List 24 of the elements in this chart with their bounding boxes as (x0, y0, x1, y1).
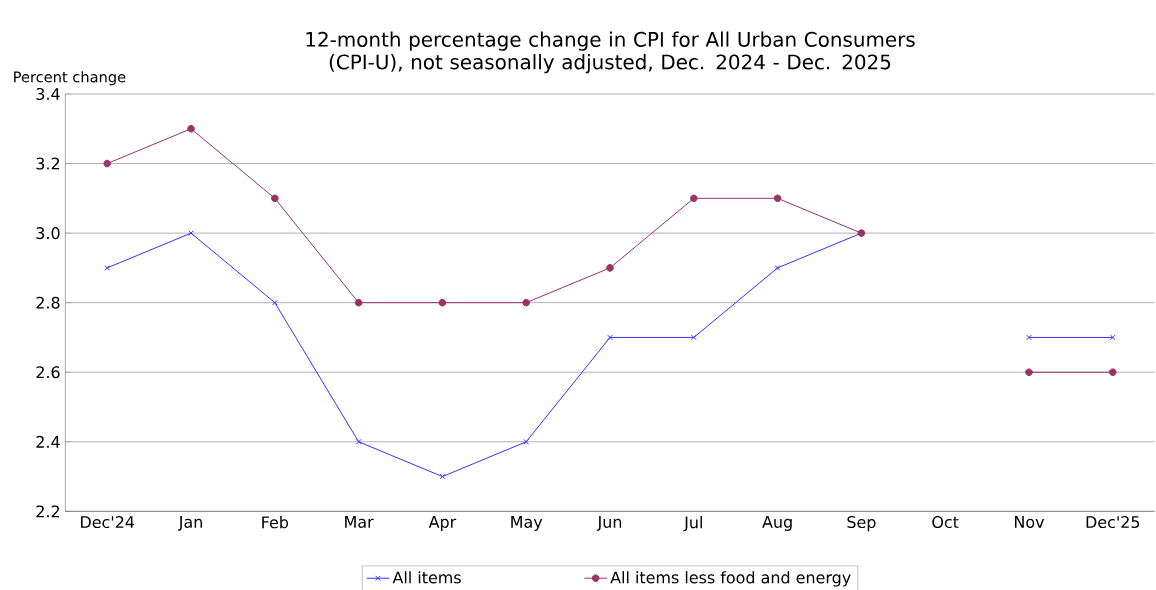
x-tick-label: Dec'25 (1086, 516, 1140, 529)
x-tick-label: Oct (932, 516, 959, 529)
y-tick-label: 2.2 (36, 505, 60, 518)
y-tick-label: 3.0 (36, 227, 60, 240)
x-tick-label: Jun (596, 516, 622, 531)
y-axis-title: Percent change (14, 71, 126, 86)
x-tick-label: Sep (847, 516, 876, 532)
x-tick-label: May (511, 516, 543, 531)
y-tick-label: 2.8 (36, 296, 60, 309)
x-tick-label: Feb (262, 516, 289, 529)
legend-label: All items (392, 571, 461, 584)
y-tick-label: 2.6 (36, 366, 60, 379)
x-tick-label: Aug (762, 516, 792, 531)
y-tick-label: 2.4 (36, 435, 60, 448)
legend-label: All items less food and energy (610, 571, 851, 587)
y-tick-label: 3.4 (36, 87, 60, 101)
x-tick-label: Jan (177, 516, 202, 531)
y-tick-label: 3.2 (36, 157, 60, 170)
x-tick-label: Mar (345, 516, 374, 528)
x-tick-label: Jul (683, 516, 702, 532)
x-tick-label: Dec'24 (81, 516, 135, 529)
x-tick-label: Nov (1014, 516, 1045, 528)
chart-title: 12-month percentage change in CPI for All Urban Consumers (CPI-U), not seasonally adjusted, Dec. 2024 - Dec. 2025 (306, 31, 915, 74)
x-tick-label: Apr (428, 516, 457, 531)
